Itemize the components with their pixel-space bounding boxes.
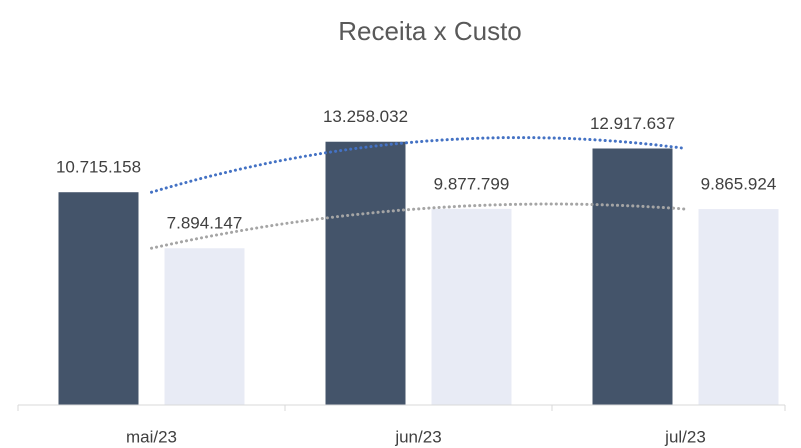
- x-tick-label: jun/23: [394, 427, 441, 446]
- data-label: 13.258.032: [323, 107, 408, 126]
- data-label: 7.894.147: [167, 214, 243, 233]
- bar: [325, 141, 406, 405]
- data-label: 9.877.799: [434, 174, 510, 193]
- chart-title: Receita x Custo: [338, 16, 522, 46]
- bar: [58, 192, 139, 405]
- x-tick-label: mai/23: [126, 427, 177, 446]
- bar: [431, 208, 512, 405]
- trend-line: [150, 202, 687, 250]
- data-label: 10.715.158: [56, 158, 141, 177]
- trend-line: [150, 136, 687, 194]
- bar: [164, 248, 245, 405]
- bar: [698, 209, 779, 405]
- x-tick-label: jul/23: [664, 427, 706, 446]
- data-label: 12.917.637: [590, 114, 675, 133]
- data-label: 9.865.924: [701, 175, 777, 194]
- bar: [592, 148, 673, 406]
